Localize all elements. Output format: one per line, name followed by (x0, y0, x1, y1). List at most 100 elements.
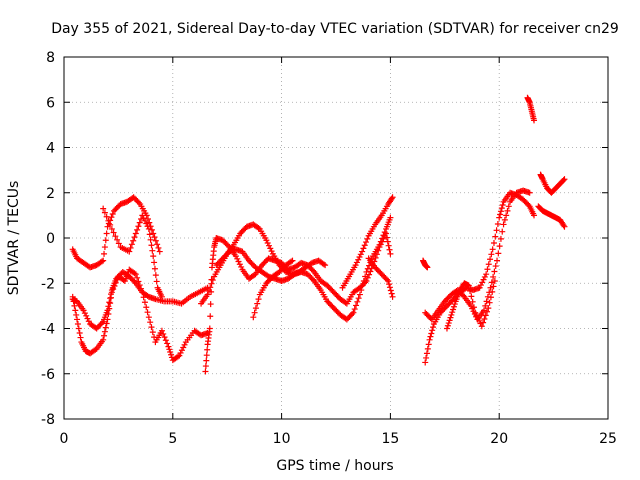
data-point (208, 280, 215, 287)
data-point (499, 201, 506, 208)
data-point (268, 248, 275, 255)
data-point (325, 283, 332, 290)
data-point (324, 298, 331, 305)
data-point (363, 268, 370, 275)
data-point (355, 295, 362, 302)
data-point (264, 239, 271, 246)
data-point (84, 315, 91, 322)
data-point (148, 242, 155, 249)
data-point (356, 254, 363, 261)
y-tick-label: -6 (41, 367, 55, 383)
data-point (496, 243, 503, 250)
data-point (98, 320, 105, 327)
data-point (308, 266, 315, 273)
data-point (486, 299, 493, 306)
series-track-b (69, 268, 211, 332)
data-point (472, 309, 479, 316)
data-point (205, 287, 212, 294)
data-point (250, 314, 257, 321)
data-point (358, 287, 365, 294)
data-point (130, 194, 137, 201)
data-point (161, 334, 168, 341)
data-point (100, 257, 107, 264)
data-point (135, 199, 142, 206)
x-tick-label: 15 (381, 431, 399, 447)
data-point (167, 349, 174, 356)
data-point (497, 235, 504, 242)
data-point (491, 277, 498, 284)
data-point (237, 230, 244, 237)
data-point (127, 274, 134, 281)
data-point (128, 241, 135, 248)
data-point (152, 237, 159, 244)
data-point (429, 327, 436, 334)
data-point (147, 236, 154, 243)
data-point (445, 320, 452, 327)
data-point (144, 292, 151, 299)
data-point (531, 212, 538, 219)
data-point (144, 215, 151, 222)
data-point (155, 244, 162, 251)
data-point (232, 253, 239, 260)
data-point (156, 248, 163, 255)
data-point (308, 275, 315, 282)
data-point (101, 332, 108, 339)
data-point (531, 117, 538, 124)
data-point (326, 301, 333, 308)
data-point (223, 241, 230, 248)
data-point (221, 238, 228, 245)
data-point (443, 302, 450, 309)
series-track-q (537, 171, 568, 196)
data-point (239, 227, 246, 234)
data-point (444, 295, 451, 302)
data-point (359, 248, 366, 255)
data-point (379, 235, 386, 242)
data-point (386, 284, 393, 291)
data-point (333, 307, 340, 314)
data-point (76, 330, 83, 337)
data-point (263, 280, 270, 287)
data-point (503, 212, 510, 219)
data-point (360, 277, 367, 284)
data-point (484, 308, 491, 315)
data-point (328, 286, 335, 293)
data-point (144, 223, 151, 230)
data-point (131, 234, 138, 241)
data-point (347, 312, 354, 319)
data-point (75, 325, 82, 332)
data-point (177, 349, 184, 356)
data-point (422, 359, 429, 366)
data-point (131, 278, 138, 285)
data-points (69, 94, 568, 375)
data-point (446, 300, 453, 307)
data-point (382, 275, 389, 282)
data-point (103, 213, 110, 220)
data-point (363, 239, 370, 246)
data-point (153, 278, 160, 285)
data-point (276, 262, 283, 269)
data-point (381, 273, 388, 280)
data-point (504, 207, 511, 214)
data-point (92, 346, 99, 353)
data-point (138, 215, 145, 222)
data-point (309, 276, 316, 283)
data-point (469, 298, 476, 305)
data-point (423, 354, 430, 361)
data-point (380, 272, 387, 279)
data-point (383, 276, 390, 283)
data-point (93, 325, 100, 332)
data-point (255, 296, 262, 303)
data-point (449, 297, 456, 304)
data-point (493, 227, 500, 234)
data-point (181, 341, 188, 348)
data-point (71, 302, 78, 309)
data-point (383, 234, 390, 241)
data-point (176, 352, 183, 359)
data-point (262, 258, 269, 265)
data-point (114, 236, 121, 243)
data-point (151, 234, 158, 241)
data-point (264, 278, 271, 285)
data-point (235, 258, 242, 265)
data-point (178, 347, 185, 354)
